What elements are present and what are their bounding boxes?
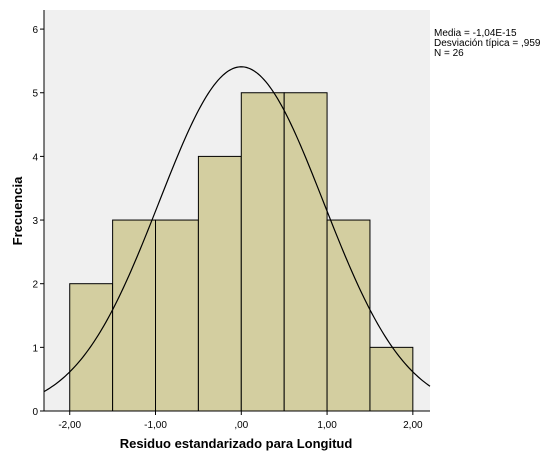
y-tick-label: 2 (32, 280, 38, 291)
y-tick-label: 3 (32, 216, 38, 227)
y-ticks-group: 0 1 2 3 4 5 6 (32, 25, 44, 418)
x-tick-label: 2,00 (403, 420, 423, 431)
histogram-bar (369, 346, 414, 412)
stats-std: Desviación típica = ,959 (434, 38, 540, 49)
y-tick-label: 4 (32, 152, 38, 163)
stats-mean: Media = -1,04E-15 (434, 28, 517, 39)
y-axis-title: Frecuencia (10, 176, 25, 245)
bars-group (69, 92, 414, 412)
histogram-bar (155, 219, 199, 412)
x-tick-label: -2,00 (58, 420, 81, 431)
y-tick-label: 0 (32, 407, 38, 418)
x-ticks-group: -2,00 -1,00 ,00 1,00 2,00 (58, 411, 423, 431)
x-axis-title: Residuo estandarizado para Longitud (120, 436, 353, 451)
y-tick-label: 5 (32, 89, 38, 100)
histogram-bar (69, 283, 114, 412)
x-tick-label: 1,00 (317, 420, 337, 431)
stats-box: Media = -1,04E-15 Desviación típica = ,9… (434, 29, 540, 59)
stats-n: N = 26 (434, 48, 464, 59)
y-tick-label: 6 (32, 25, 38, 36)
histogram-bar (112, 219, 157, 412)
histogram-bar (197, 155, 242, 412)
histogram-bar (283, 92, 328, 412)
normal-curve (43, 66, 431, 393)
x-tick-label: ,00 (234, 420, 248, 431)
x-tick-label: -1,00 (144, 420, 167, 431)
histogram-bar (240, 92, 285, 412)
histogram-bar (326, 219, 371, 412)
y-tick-label: 1 (32, 343, 38, 354)
